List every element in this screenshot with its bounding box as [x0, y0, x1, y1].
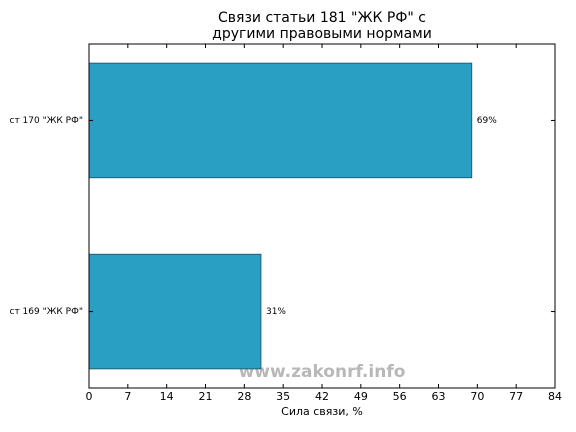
x-tick-label: 70: [470, 390, 484, 403]
chart-title: другими правовыми нормами: [212, 26, 432, 42]
x-tick-label: 7: [124, 390, 131, 403]
x-tick-label: 42: [315, 390, 329, 403]
x-tick-label: 14: [160, 390, 174, 403]
watermark: www.zakonrf.info: [239, 362, 406, 382]
chart-title: Связи статьи 181 "ЖК РФ" с: [218, 10, 426, 26]
x-tick-label: 63: [432, 390, 446, 403]
x-tick-label: 21: [199, 390, 213, 403]
x-tick-label: 56: [393, 390, 407, 403]
x-axis-label: Сила связи, %: [281, 405, 363, 418]
value-label: 31%: [266, 307, 286, 317]
x-tick-label: 28: [237, 390, 251, 403]
x-tick-label: 0: [86, 390, 93, 403]
y-tick-label: ст 169 "ЖК РФ": [10, 307, 84, 317]
x-tick-label: 49: [354, 390, 368, 403]
bar: [88, 253, 262, 370]
value-label: 69%: [477, 116, 497, 126]
y-tick-label: ст 170 "ЖК РФ": [10, 116, 84, 126]
x-tick-label: 77: [509, 390, 523, 403]
x-tick-label: 35: [276, 390, 290, 403]
x-tick-label: 84: [548, 390, 562, 403]
plot-frame: [88, 43, 556, 389]
bar: [88, 62, 473, 179]
